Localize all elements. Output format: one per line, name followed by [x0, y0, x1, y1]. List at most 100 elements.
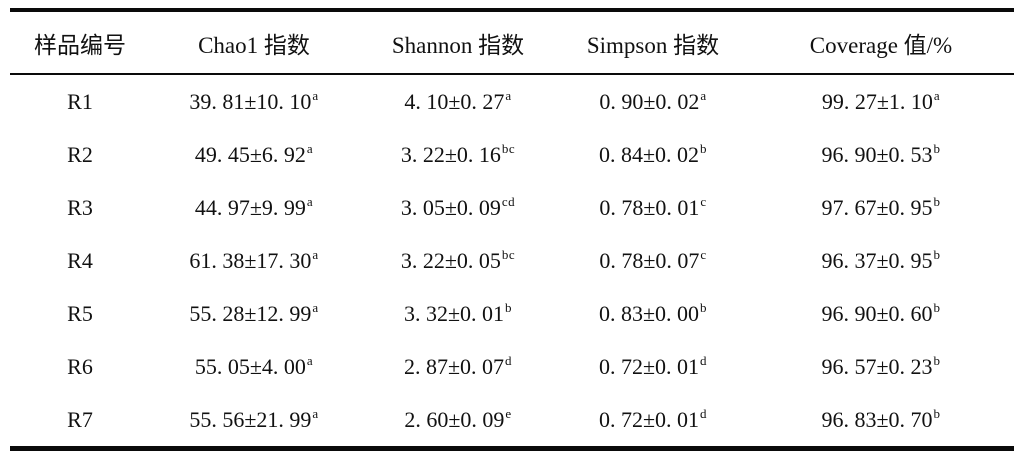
simpson-cell: 0. 90±0. 02a — [558, 74, 748, 128]
table-row: R1 39. 81±10. 10a 4. 10±0. 27a 0. 90±0. … — [10, 74, 1014, 128]
sample-cell: R1 — [67, 88, 93, 114]
coverage-cell: 96. 83±0. 70b — [748, 393, 1014, 449]
cell-value: 0. 72±0. 01 — [598, 406, 700, 432]
chao1-cell: 55. 56±21. 99a — [150, 393, 358, 449]
significance-letter: a — [306, 141, 314, 157]
significance-letter: bc — [501, 247, 516, 263]
cell-value: 2. 60±0. 09 — [404, 406, 505, 432]
significance-letter: b — [700, 300, 708, 316]
cell-value: 0. 72±0. 01 — [598, 353, 700, 379]
col-header-shannon: Shannon 指数 — [358, 10, 558, 75]
cell-value: 0. 78±0. 07 — [599, 247, 700, 273]
simpson-cell: 0. 72±0. 01d — [558, 340, 748, 393]
significance-letter: b — [933, 300, 941, 316]
header-row: 样品编号 Chao1 指数 Shannon 指数 Simpson 指数 Cove… — [10, 10, 1014, 75]
significance-letter: a — [505, 88, 512, 104]
cell-value: 96. 37±0. 95 — [821, 247, 933, 273]
significance-letter: a — [312, 247, 319, 263]
coverage-cell: 99. 27±1. 10a — [748, 74, 1014, 128]
significance-letter: cd — [501, 194, 516, 210]
chao1-cell: 55. 05±4. 00a — [150, 340, 358, 393]
coverage-cell: 96. 57±0. 23b — [748, 340, 1014, 393]
significance-letter: a — [312, 88, 319, 104]
cell-value: 97. 67±0. 95 — [821, 194, 933, 220]
significance-letter: a — [306, 194, 314, 210]
col-header-sample: 样品编号 — [10, 10, 150, 75]
simpson-cell: 0. 78±0. 01c — [558, 181, 748, 234]
shannon-cell: 3. 22±0. 05bc — [358, 234, 558, 287]
shannon-cell: 3. 32±0. 01b — [358, 287, 558, 340]
coverage-cell: 96. 37±0. 95b — [748, 234, 1014, 287]
simpson-cell: 0. 78±0. 07c — [558, 234, 748, 287]
cell-value: 0. 83±0. 00 — [598, 300, 700, 326]
significance-letter: a — [700, 88, 707, 104]
shannon-cell: 4. 10±0. 27a — [358, 74, 558, 128]
table-row: R7 55. 56±21. 99a 2. 60±0. 09e 0. 72±0. … — [10, 393, 1014, 449]
sample-cell: R3 — [67, 194, 93, 220]
cell-value: 49. 45±6. 92 — [194, 141, 306, 167]
significance-letter: b — [933, 406, 941, 422]
cell-value: 3. 22±0. 16 — [400, 141, 501, 167]
coverage-cell: 96. 90±0. 53b — [748, 128, 1014, 181]
cell-value: 61. 38±17. 30 — [189, 247, 312, 273]
significance-letter: e — [505, 406, 512, 422]
significance-letter: d — [505, 353, 513, 369]
cell-value: 55. 28±12. 99 — [189, 300, 312, 326]
significance-letter: b — [700, 141, 708, 157]
sample-cell: R4 — [67, 247, 93, 273]
simpson-cell: 0. 83±0. 00b — [558, 287, 748, 340]
cell-value: 96. 83±0. 70 — [821, 406, 933, 432]
significance-letter: a — [933, 88, 941, 104]
cell-value: 4. 10±0. 27 — [404, 88, 505, 114]
significance-letter: d — [700, 353, 708, 369]
significance-letter: b — [933, 353, 941, 369]
cell-value: 3. 05±0. 09 — [400, 194, 501, 220]
cell-value: 55. 56±21. 99 — [189, 406, 312, 432]
significance-letter: b — [933, 141, 941, 157]
sample-cell: R6 — [67, 353, 93, 379]
simpson-cell: 0. 72±0. 01d — [558, 393, 748, 449]
cell-value: 2. 87±0. 07 — [403, 353, 505, 379]
cell-value: 3. 32±0. 01 — [403, 300, 505, 326]
significance-letter: a — [312, 406, 319, 422]
coverage-cell: 96. 90±0. 60b — [748, 287, 1014, 340]
cell-value: 99. 27±1. 10 — [821, 88, 933, 114]
simpson-cell: 0. 84±0. 02b — [558, 128, 748, 181]
significance-letter: b — [505, 300, 513, 316]
cell-value: 39. 81±10. 10 — [189, 88, 312, 114]
significance-letter: a — [312, 300, 319, 316]
table-row: R6 55. 05±4. 00a 2. 87±0. 07d 0. 72±0. 0… — [10, 340, 1014, 393]
chao1-cell: 44. 97±9. 99a — [150, 181, 358, 234]
cell-value: 0. 90±0. 02 — [599, 88, 700, 114]
cell-value: 96. 90±0. 53 — [821, 141, 933, 167]
cell-value: 3. 22±0. 05 — [400, 247, 501, 273]
sample-cell: R2 — [67, 141, 93, 167]
cell-value: 96. 57±0. 23 — [821, 353, 933, 379]
table-row: R2 49. 45±6. 92a 3. 22±0. 16bc 0. 84±0. … — [10, 128, 1014, 181]
col-header-chao1: Chao1 指数 — [150, 10, 358, 75]
shannon-cell: 2. 87±0. 07d — [358, 340, 558, 393]
chao1-cell: 49. 45±6. 92a — [150, 128, 358, 181]
significance-letter: d — [700, 406, 708, 422]
col-header-coverage: Coverage 值/% — [748, 10, 1014, 75]
sample-cell: R7 — [67, 406, 93, 432]
chao1-cell: 61. 38±17. 30a — [150, 234, 358, 287]
cell-value: 0. 78±0. 01 — [599, 194, 700, 220]
sample-cell: R5 — [67, 300, 93, 326]
cell-value: 0. 84±0. 02 — [598, 141, 700, 167]
significance-letter: b — [933, 194, 941, 210]
cell-value: 96. 90±0. 60 — [821, 300, 933, 326]
coverage-cell: 97. 67±0. 95b — [748, 181, 1014, 234]
shannon-cell: 3. 05±0. 09cd — [358, 181, 558, 234]
significance-letter: b — [933, 247, 941, 263]
shannon-cell: 3. 22±0. 16bc — [358, 128, 558, 181]
significance-letter: bc — [501, 141, 516, 157]
shannon-cell: 2. 60±0. 09e — [358, 393, 558, 449]
col-header-simpson: Simpson 指数 — [558, 10, 748, 75]
chao1-cell: 39. 81±10. 10a — [150, 74, 358, 128]
cell-value: 55. 05±4. 00 — [194, 353, 306, 379]
chao1-cell: 55. 28±12. 99a — [150, 287, 358, 340]
table-row: R3 44. 97±9. 99a 3. 05±0. 09cd 0. 78±0. … — [10, 181, 1014, 234]
table-row: R5 55. 28±12. 99a 3. 32±0. 01b 0. 83±0. … — [10, 287, 1014, 340]
